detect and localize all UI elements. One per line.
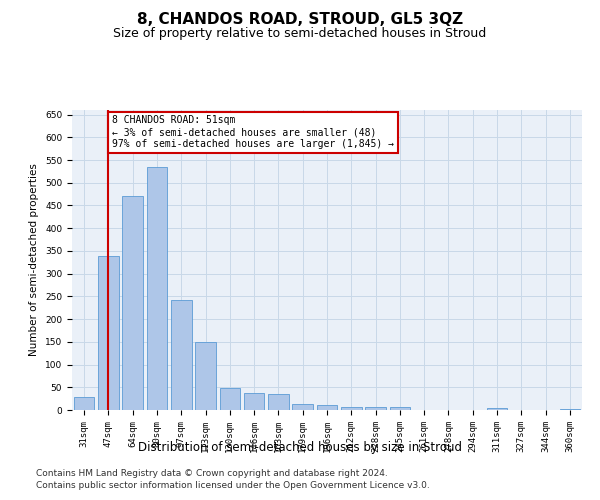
Text: Size of property relative to semi-detached houses in Stroud: Size of property relative to semi-detach… — [113, 28, 487, 40]
Text: 8 CHANDOS ROAD: 51sqm
← 3% of semi-detached houses are smaller (48)
97% of semi-: 8 CHANDOS ROAD: 51sqm ← 3% of semi-detac… — [112, 116, 394, 148]
Bar — [146, 167, 167, 410]
Text: 8, CHANDOS ROAD, STROUD, GL5 3QZ: 8, CHANDOS ROAD, STROUD, GL5 3QZ — [137, 12, 463, 28]
Bar — [171, 300, 191, 410]
Bar — [487, 408, 508, 410]
Bar — [195, 342, 216, 410]
Text: Distribution of semi-detached houses by size in Stroud: Distribution of semi-detached houses by … — [138, 441, 462, 454]
Bar — [341, 407, 362, 410]
Bar — [389, 407, 410, 410]
Bar — [220, 388, 240, 410]
Y-axis label: Number of semi-detached properties: Number of semi-detached properties — [29, 164, 40, 356]
Bar — [122, 196, 143, 410]
Bar — [317, 405, 337, 410]
Bar — [292, 404, 313, 410]
Bar — [74, 398, 94, 410]
Bar — [560, 408, 580, 410]
Bar — [244, 393, 265, 410]
Bar — [365, 407, 386, 410]
Text: Contains public sector information licensed under the Open Government Licence v3: Contains public sector information licen… — [36, 481, 430, 490]
Text: Contains HM Land Registry data © Crown copyright and database right 2024.: Contains HM Land Registry data © Crown c… — [36, 468, 388, 477]
Bar — [98, 256, 119, 410]
Bar — [268, 394, 289, 410]
